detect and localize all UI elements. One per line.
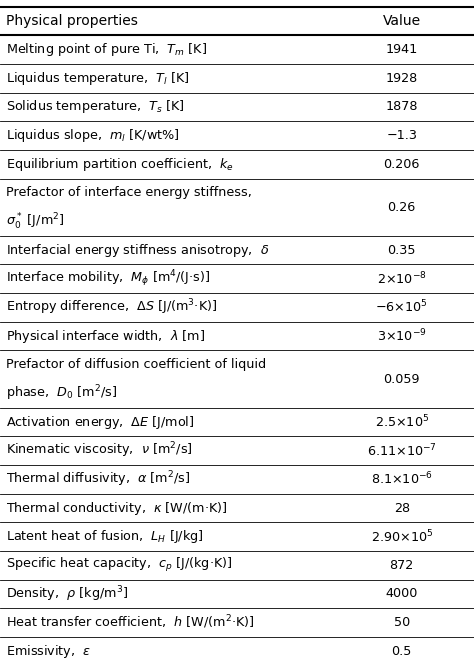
Text: 0.206: 0.206 xyxy=(383,158,420,171)
Text: 1878: 1878 xyxy=(385,100,418,113)
Text: 0.26: 0.26 xyxy=(388,200,416,214)
Text: Entropy difference,  $\Delta S$ [J/(m$^3$·K)]: Entropy difference, $\Delta S$ [J/(m$^3$… xyxy=(6,298,217,317)
Text: 0.5: 0.5 xyxy=(392,645,412,658)
Text: $3{\times}10^{-9}$: $3{\times}10^{-9}$ xyxy=(377,328,427,345)
Text: 4000: 4000 xyxy=(385,587,418,600)
Text: Thermal conductivity,  $\kappa$ [W/(m·K)]: Thermal conductivity, $\kappa$ [W/(m·K)] xyxy=(6,500,227,517)
Text: Specific heat capacity,  $c_p$ [J/(kg·K)]: Specific heat capacity, $c_p$ [J/(kg·K)] xyxy=(6,556,232,574)
Text: Liquidus temperature,  $T_l$ [K]: Liquidus temperature, $T_l$ [K] xyxy=(6,70,190,87)
Text: Melting point of pure Ti,  $T_m$ [K]: Melting point of pure Ti, $T_m$ [K] xyxy=(6,41,207,58)
Text: Value: Value xyxy=(383,14,421,28)
Text: 0.35: 0.35 xyxy=(387,244,416,256)
Text: Equilibrium partition coefficient,  $k_e$: Equilibrium partition coefficient, $k_e$ xyxy=(6,156,234,173)
Text: Density,  $\rho$ [kg/m$^3$]: Density, $\rho$ [kg/m$^3$] xyxy=(6,584,128,604)
Text: Prefactor of interface energy stiffness,: Prefactor of interface energy stiffness, xyxy=(6,186,252,199)
Text: $2.5{\times}10^{5}$: $2.5{\times}10^{5}$ xyxy=(374,414,429,430)
Text: Interfacial energy stiffness anisotropy,  $\delta$: Interfacial energy stiffness anisotropy,… xyxy=(6,242,269,258)
Text: −1.3: −1.3 xyxy=(386,129,417,142)
Text: 1941: 1941 xyxy=(385,43,418,56)
Text: Physical properties: Physical properties xyxy=(6,14,137,28)
Text: Solidus temperature,  $T_s$ [K]: Solidus temperature, $T_s$ [K] xyxy=(6,98,184,115)
Text: 872: 872 xyxy=(390,559,414,572)
Text: Emissivity,  $\varepsilon$: Emissivity, $\varepsilon$ xyxy=(6,643,91,659)
Text: 28: 28 xyxy=(393,501,410,515)
Text: $2{\times}10^{-8}$: $2{\times}10^{-8}$ xyxy=(377,270,427,287)
Text: $8.1{\times}10^{-6}$: $8.1{\times}10^{-6}$ xyxy=(371,471,433,488)
Text: Kinematic viscosity,  $\nu$ [m$^2$/s]: Kinematic viscosity, $\nu$ [m$^2$/s] xyxy=(6,441,192,461)
Text: $-6{\times}10^{5}$: $-6{\times}10^{5}$ xyxy=(375,299,428,316)
Text: $6.11{\times}10^{-7}$: $6.11{\times}10^{-7}$ xyxy=(367,442,437,459)
Text: $\sigma_0^*$ [J/m$^2$]: $\sigma_0^*$ [J/m$^2$] xyxy=(6,212,64,231)
Text: Heat transfer coefficient,  $h$ [W/(m$^2$·K)]: Heat transfer coefficient, $h$ [W/(m$^2$… xyxy=(6,614,254,631)
Text: phase,  $D_0$ [m$^2$/s]: phase, $D_0$ [m$^2$/s] xyxy=(6,384,117,403)
Text: 0.059: 0.059 xyxy=(383,372,420,386)
Text: Thermal diffusivity,  $\alpha$ [m$^2$/s]: Thermal diffusivity, $\alpha$ [m$^2$/s] xyxy=(6,470,190,489)
Text: 50: 50 xyxy=(393,616,410,629)
Text: 1928: 1928 xyxy=(385,72,418,85)
Text: $2.90{\times}10^{5}$: $2.90{\times}10^{5}$ xyxy=(371,529,433,545)
Text: Physical interface width,  $\lambda$ [m]: Physical interface width, $\lambda$ [m] xyxy=(6,328,205,345)
Text: Interface mobility,  $M_\phi$ [m$^4$/(J·s)]: Interface mobility, $M_\phi$ [m$^4$/(J·s… xyxy=(6,268,210,289)
Text: Liquidus slope,  $m_l$ [K/wt%]: Liquidus slope, $m_l$ [K/wt%] xyxy=(6,127,180,144)
Text: Activation energy,  $\Delta E$ [J/mol]: Activation energy, $\Delta E$ [J/mol] xyxy=(6,414,194,430)
Text: Latent heat of fusion,  $L_H$ [J/kg]: Latent heat of fusion, $L_H$ [J/kg] xyxy=(6,528,203,545)
Text: Prefactor of diffusion coefficient of liquid: Prefactor of diffusion coefficient of li… xyxy=(6,358,266,371)
